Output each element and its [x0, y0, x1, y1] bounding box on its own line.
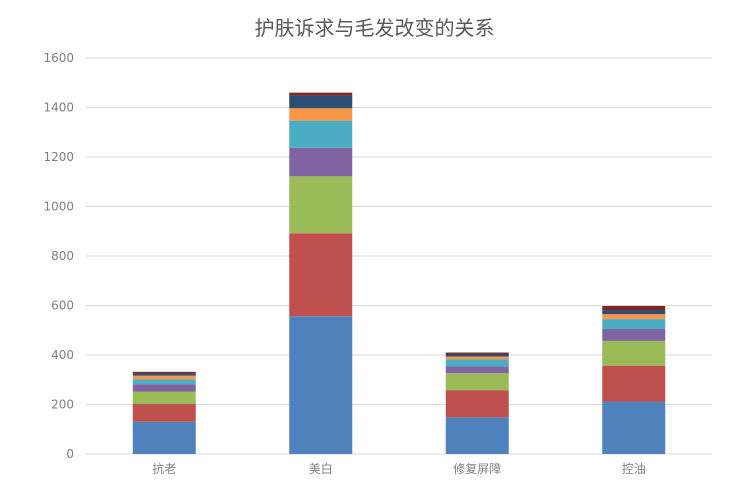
bar-segment — [289, 147, 353, 177]
bar-segment — [289, 176, 353, 234]
bar-segment — [602, 340, 666, 366]
x-category-label: 美白 — [309, 461, 333, 476]
y-tick-label: 400 — [51, 348, 74, 362]
bar-segment — [132, 404, 196, 422]
bar-segment — [445, 352, 509, 355]
x-category-label: 抗老 — [152, 461, 176, 476]
x-category-label: 修复屏障 — [453, 461, 501, 476]
bar-segment — [289, 95, 353, 109]
bar-segment — [602, 319, 666, 330]
y-tick-label: 1000 — [43, 200, 74, 214]
bar-segment — [445, 417, 509, 454]
bar-segment — [602, 401, 666, 454]
bar-segment — [445, 354, 509, 357]
bar-segment — [445, 390, 509, 418]
bar-segment — [289, 316, 353, 454]
y-tick-label: 600 — [51, 299, 74, 313]
bar-segment — [289, 233, 353, 317]
bar-segment — [132, 384, 196, 392]
bar-segment — [445, 373, 509, 391]
x-category-label: 控油 — [622, 462, 646, 476]
y-tick-label: 800 — [51, 249, 74, 263]
bar-segment — [132, 379, 196, 385]
y-tick-label: 1600 — [43, 51, 74, 65]
y-tick-label: 1400 — [43, 101, 74, 115]
y-tick-label: 1200 — [43, 150, 74, 164]
bar-segment — [132, 391, 196, 405]
bar-segment — [289, 92, 353, 96]
bar-segment — [445, 356, 509, 360]
bar-segment — [445, 359, 509, 367]
bar-segment — [602, 310, 666, 315]
bar-segment — [289, 108, 353, 121]
bar-segment — [289, 120, 353, 148]
bar-segment — [602, 314, 666, 320]
bar-segment — [132, 421, 196, 454]
chart-title: 护肤诉求与毛发改变的关系 — [254, 16, 495, 40]
y-tick-label: 200 — [51, 398, 74, 412]
bar-segment — [602, 305, 666, 311]
bar-segment — [132, 373, 196, 376]
bar-segment — [445, 366, 509, 374]
bar-segment — [132, 375, 196, 380]
bar-segment — [602, 365, 666, 402]
bar-segment — [602, 329, 666, 341]
y-tick-label: 0 — [66, 447, 74, 461]
bar-segment — [132, 371, 196, 374]
